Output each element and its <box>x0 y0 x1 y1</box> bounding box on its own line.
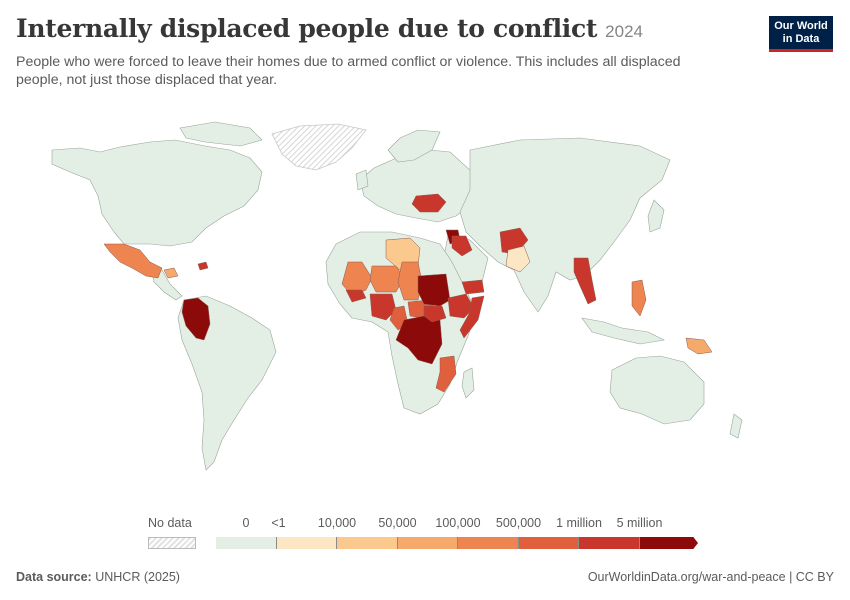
region-south-sudan[interactable] <box>423 305 447 323</box>
logo-line-1: Our World <box>774 20 828 32</box>
region-chad[interactable] <box>397 261 423 301</box>
region-sudan[interactable] <box>417 273 451 307</box>
legend-swatch[interactable] <box>518 537 579 549</box>
legend-tick-label: 5 million <box>616 516 663 530</box>
region-yemen[interactable] <box>461 279 485 295</box>
data-source-text: UNHCR (2025) <box>95 570 180 584</box>
legend-tick-label: <1 <box>271 516 286 530</box>
legend-swatch[interactable] <box>276 537 337 549</box>
region-iraq[interactable] <box>451 235 473 257</box>
chart-year: 2024 <box>605 22 643 41</box>
title-row: Internally displaced people due to confl… <box>16 14 746 43</box>
logo-line-2: in Data <box>782 33 820 45</box>
legend-tick-label: 10,000 <box>317 516 357 530</box>
region-burkina-faso[interactable] <box>345 289 367 303</box>
indonesia-land <box>581 317 665 345</box>
legend-swatch[interactable] <box>579 537 640 549</box>
region-philippines[interactable] <box>631 279 647 317</box>
region-haiti[interactable] <box>197 261 209 271</box>
chart-subtitle: People who were forced to leave their ho… <box>16 54 681 88</box>
legend-swatch[interactable] <box>458 537 519 549</box>
legend-tick-label: 100,000 <box>435 516 481 530</box>
legend-swatch[interactable] <box>216 537 277 549</box>
owid-logo[interactable]: Our World in Data <box>769 16 833 52</box>
legend-no-data-label: No data <box>148 516 192 530</box>
legend-tick-label: 50,000 <box>378 516 417 530</box>
legend-no-data-swatch <box>148 537 196 549</box>
legend-swatch[interactable] <box>397 537 458 549</box>
data-source: Data source: UNHCR (2025) <box>16 570 180 584</box>
uk-land <box>355 169 369 191</box>
region-papua-new-guinea[interactable] <box>685 337 713 355</box>
legend-swatch[interactable] <box>639 537 698 549</box>
region-mozambique[interactable] <box>435 355 457 393</box>
japan-land <box>647 199 665 233</box>
data-source-prefix: Data source: <box>16 570 92 584</box>
madagascar-land <box>461 367 475 399</box>
legend: No data 0 <1 10,000 50,000 100,000 500,000 1 m… <box>0 516 850 556</box>
new-zealand-land <box>729 413 743 439</box>
region-pakistan[interactable] <box>505 245 531 273</box>
world-map <box>51 121 743 471</box>
title-block: Internally displaced people due to confl… <box>16 14 746 89</box>
legend-tick-label: 0 <box>242 516 250 530</box>
region-honduras[interactable] <box>163 267 179 279</box>
australia-land <box>609 355 705 425</box>
region-ethiopia[interactable] <box>447 293 475 319</box>
region-mali[interactable] <box>341 261 373 297</box>
no-data-regions <box>271 123 367 171</box>
region-niger[interactable] <box>369 265 405 293</box>
legend-tick-label: 500,000 <box>495 516 542 530</box>
region-ukraine[interactable] <box>411 193 447 213</box>
region-colombia[interactable] <box>181 297 211 341</box>
region-myanmar[interactable] <box>573 257 597 305</box>
region-somalia[interactable] <box>459 295 485 339</box>
legend-tick-label: 1 million <box>556 516 602 530</box>
north-america-land <box>51 139 263 247</box>
legend-swatch[interactable] <box>337 537 398 549</box>
region-mexico[interactable] <box>103 243 163 279</box>
scandinavia-land <box>387 129 441 163</box>
region-nigeria[interactable] <box>369 293 397 321</box>
source-url[interactable]: OurWorldinData.org/war-and-peace | CC BY <box>587 570 834 584</box>
chart-title: Internally displaced people due to confl… <box>16 14 598 43</box>
displacement-regions <box>103 193 713 393</box>
canada-islands-land <box>179 121 263 147</box>
greenland-no-data <box>271 123 367 171</box>
